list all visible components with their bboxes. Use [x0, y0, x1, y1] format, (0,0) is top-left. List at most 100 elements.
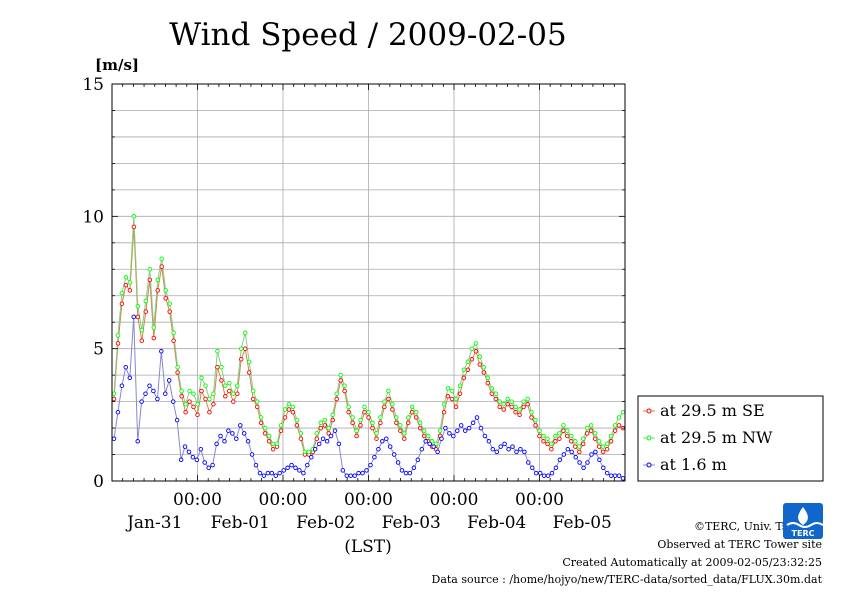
- series-3-point: [190, 454, 196, 460]
- terc-logo-icon: TERC: [783, 503, 823, 539]
- series-2-point: [465, 359, 471, 365]
- legend-entry-label: at 29.5 m SE: [660, 401, 765, 420]
- x-axis-label: (LST): [344, 537, 392, 557]
- series-2-point: [111, 391, 117, 396]
- series-3-point: [202, 460, 207, 465]
- series-3-point: [380, 439, 385, 444]
- series-3-point: [597, 457, 602, 463]
- series-3-point: [356, 470, 361, 476]
- legend-swatch-marker: [646, 462, 652, 468]
- series-3-point: [289, 462, 294, 468]
- series-2-point: [545, 436, 550, 441]
- series-3-point: [585, 460, 590, 465]
- series-3-point: [391, 452, 397, 457]
- series-2-point: [127, 280, 133, 285]
- series-2-point: [573, 439, 578, 444]
- series-1-point: [135, 314, 141, 320]
- grid: [112, 84, 625, 481]
- date-label: Feb-01: [211, 513, 270, 533]
- series-2-point: [370, 420, 375, 426]
- series-2-point: [322, 417, 328, 423]
- series-2-point: [517, 407, 522, 412]
- series-2-point: [147, 267, 153, 272]
- series-2-point: [123, 274, 129, 280]
- series-1-point: [282, 415, 288, 420]
- series-3-point: [431, 444, 436, 449]
- series-3-point: [435, 449, 440, 455]
- series-3-point: [163, 391, 168, 396]
- series-2-point: [485, 375, 491, 381]
- series-1-point: [354, 433, 359, 439]
- series-2-point: [350, 415, 355, 420]
- series-2-point: [183, 401, 188, 407]
- series-3-point: [348, 473, 353, 478]
- series-3-point: [581, 465, 586, 471]
- series-3-point: [147, 383, 152, 388]
- series-1-point: [215, 364, 220, 370]
- series-3-point: [395, 460, 401, 465]
- series-1-point: [441, 409, 447, 415]
- series-3-point: [245, 439, 251, 444]
- series-3-point: [466, 425, 472, 431]
- date-label: Jan-31: [125, 513, 182, 533]
- series-3-point: [261, 473, 267, 478]
- series-2-point: [294, 417, 300, 423]
- series-2-point: [588, 423, 594, 428]
- series-1-point: [398, 428, 403, 433]
- series-3-point: [427, 441, 432, 447]
- series-2-point: [298, 431, 304, 436]
- series-2-point: [139, 327, 145, 333]
- series-1-point: [565, 433, 570, 439]
- series-3-point: [186, 449, 192, 455]
- series-2-point: [306, 449, 312, 455]
- series-3-point: [127, 375, 133, 381]
- series-1-point: [537, 433, 542, 439]
- series-1-point: [409, 409, 415, 415]
- series-3-point: [360, 470, 365, 476]
- series-1-point: [111, 396, 117, 402]
- series-2-point: [592, 431, 598, 436]
- series-2-point: [119, 290, 125, 296]
- series-3-point: [143, 391, 148, 396]
- series-2-point: [421, 428, 427, 433]
- series-2-point: [569, 433, 574, 439]
- series-1-point: [477, 362, 483, 367]
- series-2-point: [131, 214, 137, 219]
- series-3-point: [470, 420, 476, 426]
- series-1-point: [473, 349, 479, 354]
- series-1-point: [115, 341, 121, 346]
- series-2-point: [429, 439, 435, 444]
- y-axis-unit-label: [m/s]: [95, 56, 139, 74]
- series-2-point: [604, 441, 610, 447]
- series-3-point: [230, 431, 235, 436]
- series-1-point: [143, 309, 149, 314]
- series-2-point: [254, 399, 260, 404]
- series-3-point: [573, 454, 578, 460]
- series-2-point: [529, 409, 534, 415]
- series-3-point: [537, 470, 543, 476]
- series-1-point: [290, 409, 296, 415]
- series-1-point: [211, 401, 216, 407]
- series-3-point: [569, 449, 574, 455]
- series-3-point: [257, 470, 263, 476]
- series-3-point: [589, 452, 594, 457]
- series-3-point: [151, 388, 156, 394]
- series-2-point: [163, 288, 168, 293]
- series-3-point: [518, 446, 523, 452]
- series-2-point: [362, 404, 367, 410]
- series-1-point: [250, 396, 256, 402]
- series-1-point: [421, 433, 427, 439]
- series-2-point: [378, 415, 383, 420]
- series-3-point: [372, 454, 377, 460]
- series-2-point: [584, 425, 590, 431]
- series-1-point: [382, 404, 387, 410]
- series-1-point: [465, 367, 471, 373]
- series-2-point: [608, 433, 614, 439]
- series-2-point: [561, 423, 566, 428]
- series-3-point: [281, 468, 286, 473]
- series-2-point: [302, 449, 308, 455]
- date-label: Feb-05: [553, 513, 612, 533]
- series-2-point: [402, 431, 407, 436]
- series-2-point: [565, 428, 570, 433]
- series-1-point: [577, 449, 582, 455]
